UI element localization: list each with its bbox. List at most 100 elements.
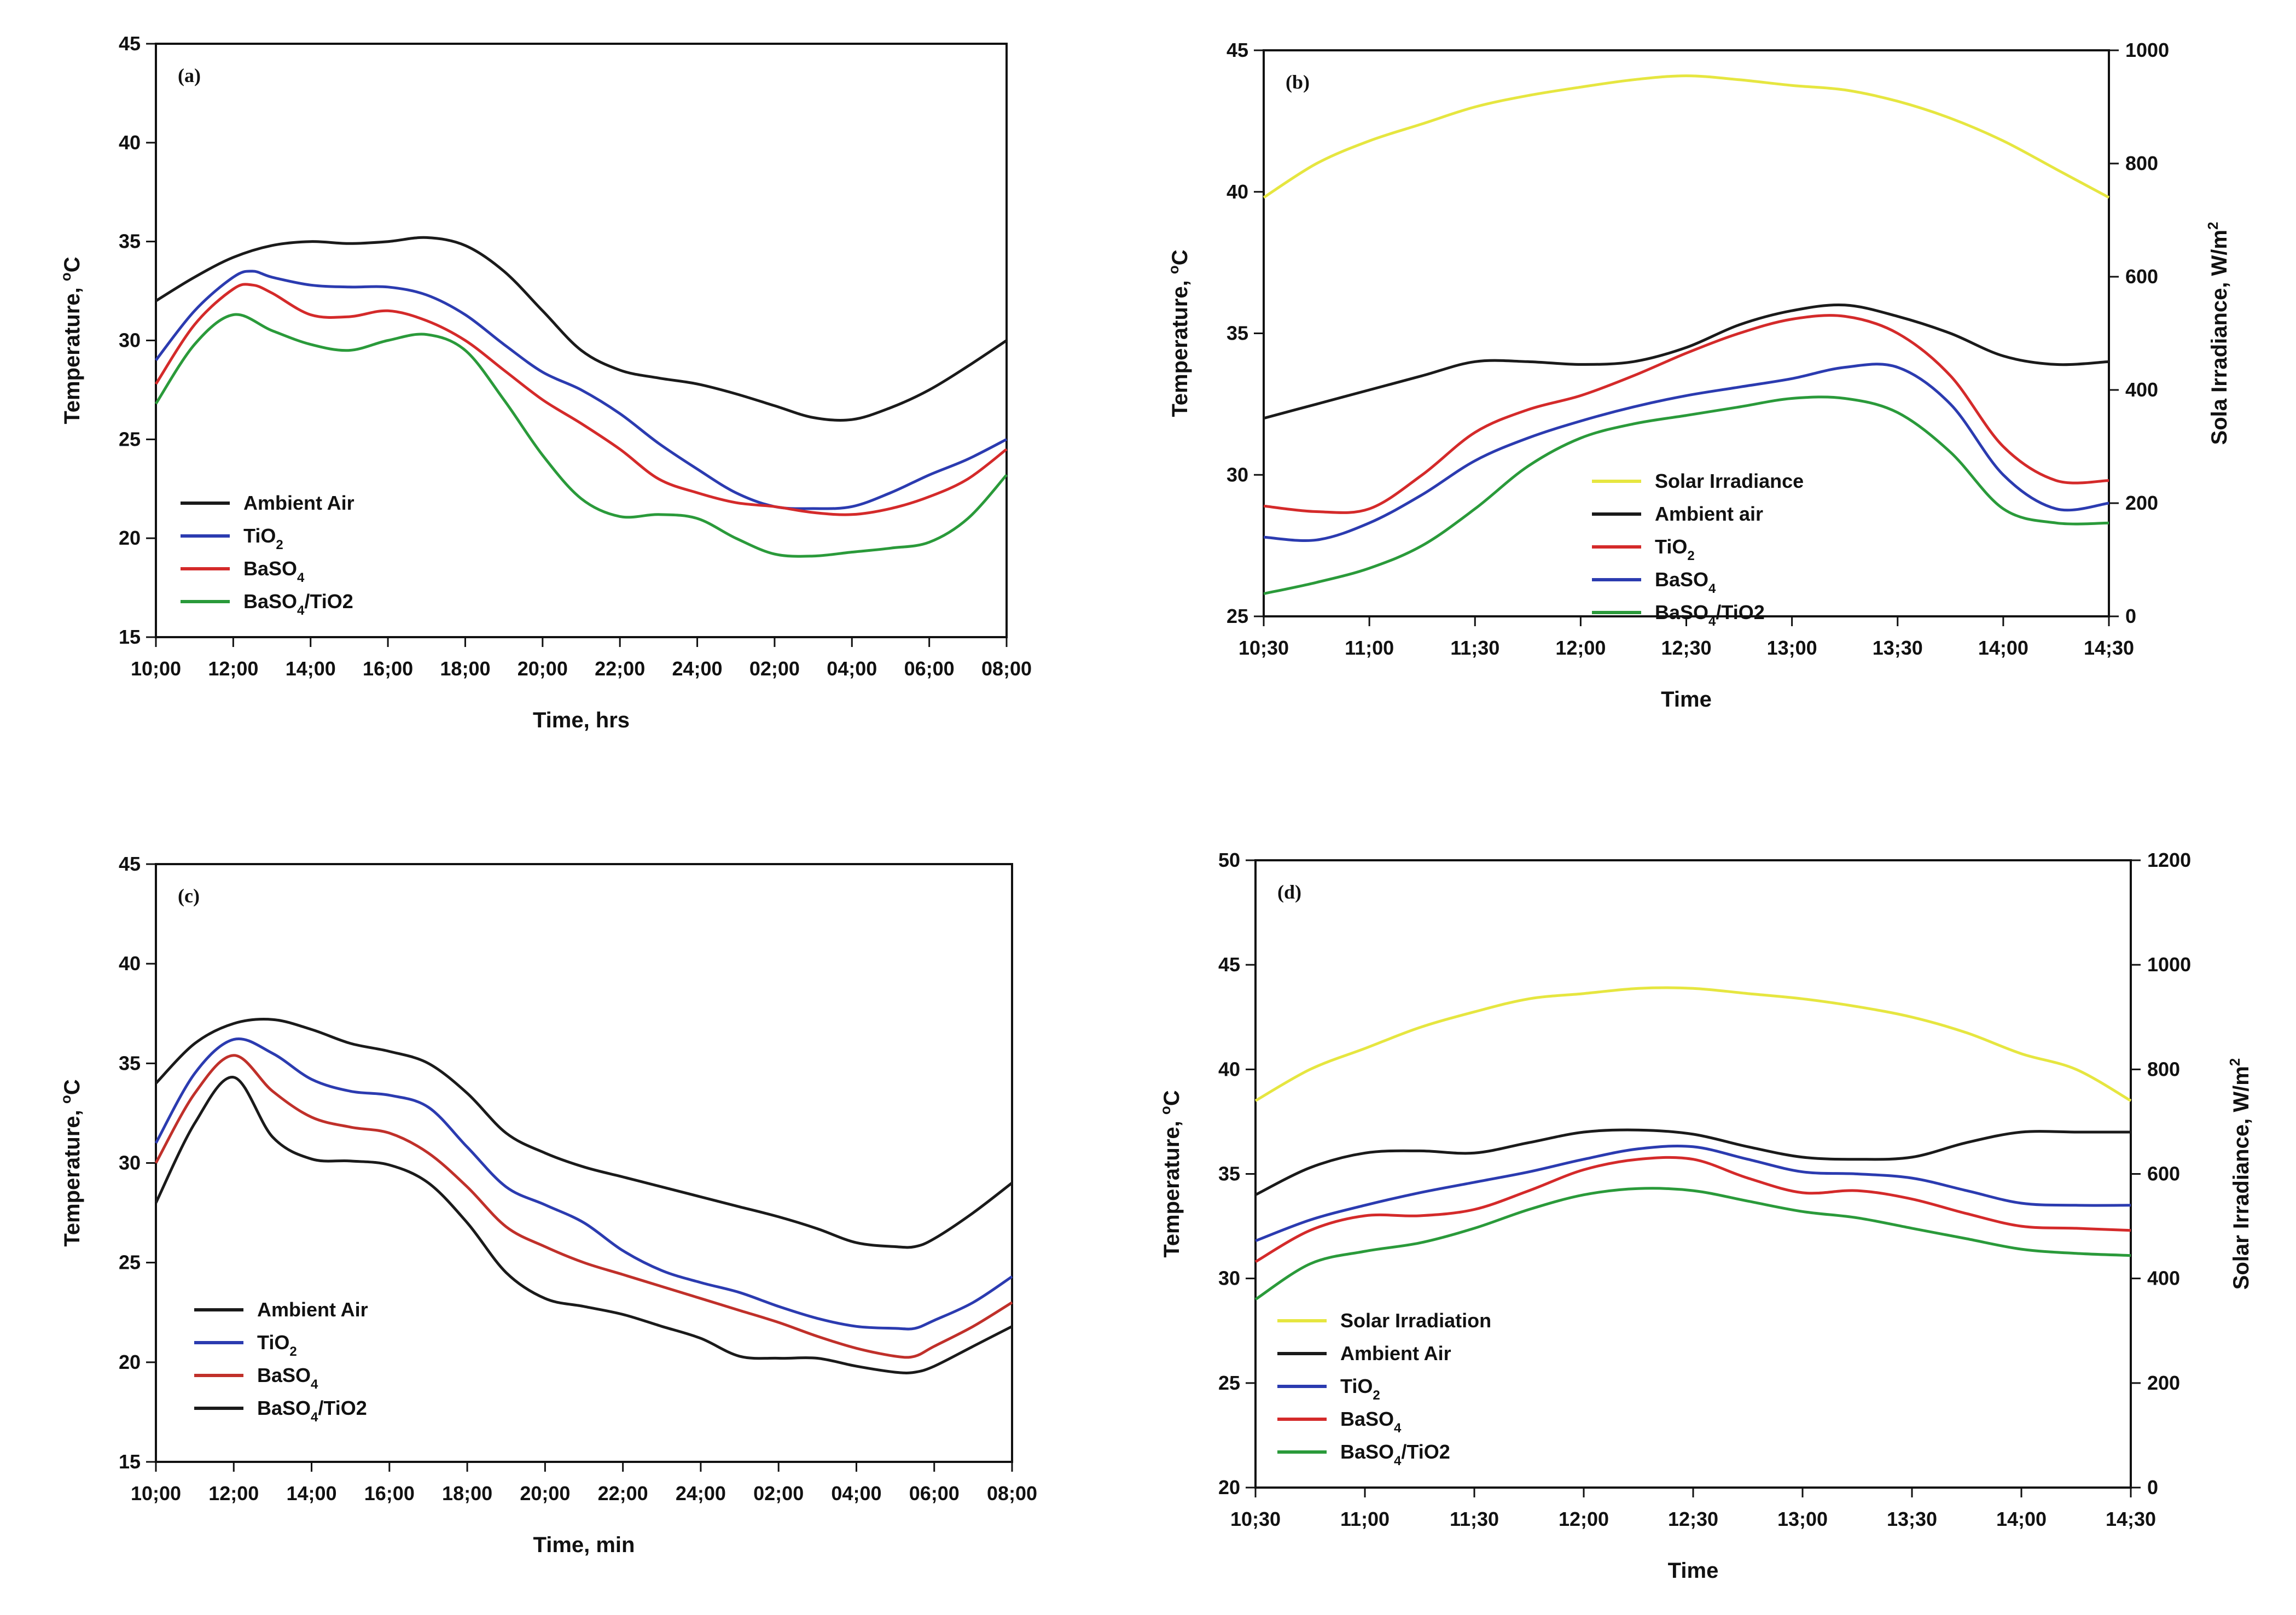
panel-tag: (d): [1277, 881, 1301, 903]
legend-label-main: BaSO: [257, 1364, 311, 1386]
legend-label: BaSO4/TiO2: [1655, 601, 1765, 629]
y-axis-title-sup: o: [57, 272, 74, 281]
x-tick-label: 02;00: [753, 1482, 804, 1505]
legend-label-main: BaSO: [243, 590, 297, 613]
legend-label: Ambient air: [1655, 503, 1763, 525]
legend-label: BaSO4/TiO2: [1340, 1441, 1450, 1468]
x-tick-label: 06;00: [904, 657, 955, 680]
legend-label-main: TiO: [257, 1331, 289, 1354]
x-tick-label: 18;00: [442, 1482, 492, 1505]
series-line-ambient-air: [1254, 1128, 2131, 1196]
legend-label-sub: 2: [276, 538, 283, 552]
legend-label-tail: /TiO2: [1716, 601, 1764, 623]
y-tick-label: 25: [1227, 605, 1248, 627]
legend-label: BaSO4: [243, 557, 305, 585]
x-tick-label: 12;00: [208, 657, 258, 680]
y2-tick-label: 200: [2125, 492, 2158, 514]
y-axis-title: Temperature, oC: [1157, 1090, 1184, 1257]
legend-label-main: Solar Irradiance: [1655, 470, 1804, 492]
y-tick-label: 40: [1218, 1058, 1240, 1080]
x-tick-label: 14;00: [286, 657, 336, 680]
x-tick-label: 18;00: [440, 657, 490, 680]
y-tick-label: 35: [119, 1052, 141, 1074]
y2-tick-label: 0: [2125, 605, 2136, 627]
panel-tag: (b): [1286, 71, 1310, 93]
legend-label-sub: 2: [1373, 1388, 1380, 1403]
y-axis-title-main: Temperature,: [60, 281, 84, 424]
y-tick-label: 40: [1227, 180, 1248, 203]
y2-tick-label: 800: [2125, 152, 2158, 174]
x-tick-label: 11;00: [1345, 637, 1394, 659]
x-tick-label: 16;00: [364, 1482, 415, 1505]
y2-axis-title: Solar Irradiance, W/m2: [2227, 1058, 2253, 1290]
legend-label: BaSO4: [1655, 568, 1716, 596]
series-line-baso4-tio2: [1263, 395, 2109, 596]
legend-label-sub: 4: [1708, 614, 1716, 629]
x-tick-label: 11;00: [1340, 1508, 1390, 1530]
series-line-baso4-tio2: [1254, 1187, 2131, 1301]
panel-b: 25 30 35 40 45 0 200 400 600 800 1000 10;30 11;00 11;…: [1165, 39, 2231, 712]
legend-label-main: TiO: [1655, 535, 1687, 558]
y-axis-title-sup: o: [57, 1095, 74, 1104]
x-tick-label: 04;00: [827, 657, 877, 680]
x-tick-label: 04;00: [831, 1482, 881, 1505]
legend-label-sub: 4: [297, 570, 305, 585]
y2-axis-title-main: Solar Irradiance, W/m: [2229, 1066, 2253, 1290]
y2-axis-title-sup: 2: [2205, 222, 2221, 230]
legend-label: Solar Irradiance: [1655, 470, 1804, 492]
legend-label-sub: 4: [1394, 1421, 1402, 1436]
legend-label: TiO2: [243, 524, 283, 552]
series-line-ambient-air: [1263, 303, 2109, 420]
legend-label-main: Ambient Air: [257, 1298, 368, 1321]
y-tick-label: 45: [1218, 953, 1240, 976]
x-tick-label: 13;00: [1767, 637, 1817, 659]
x-tick-label: 02;00: [749, 657, 800, 680]
series-line-solar-irradiation: [1254, 986, 2132, 1102]
series-line-tio2: [155, 270, 1008, 510]
legend-label-main: BaSO: [1340, 1441, 1394, 1463]
y2-tick-label: 400: [2125, 378, 2158, 401]
x-axis-title: Time, hrs: [533, 708, 630, 732]
y-tick-label: 50: [1218, 849, 1240, 871]
x-axis-title: Time: [1661, 687, 1712, 712]
series-line-baso4-tio2: [154, 1076, 1013, 1374]
y-tick-label: 25: [119, 1251, 141, 1274]
y-axis-title-unit: C: [1168, 249, 1192, 265]
legend-label-tail: /TiO2: [1401, 1441, 1450, 1463]
y-tick-label: 35: [1218, 1163, 1240, 1185]
legend-label-sub: 4: [311, 1377, 318, 1392]
x-tick-label: 13;30: [1873, 637, 1923, 659]
legend-label-main: BaSO: [1655, 601, 1708, 623]
x-tick-label: 12;00: [208, 1482, 259, 1505]
y-tick-label: 30: [1227, 463, 1248, 486]
x-tick-label: 10;00: [131, 1482, 181, 1505]
y2-tick-label: 1000: [2147, 953, 2191, 976]
legend-label-sub: 4: [1394, 1454, 1402, 1468]
x-tick-label: 12;30: [1668, 1508, 1718, 1530]
legend-label-main: BaSO: [1340, 1408, 1394, 1430]
y2-tick-label: 800: [2147, 1058, 2180, 1080]
series-line-ambient-air: [155, 1018, 1013, 1249]
y-axis-title-sup: o: [1157, 1106, 1173, 1115]
series-line-tio2: [1255, 1144, 2131, 1243]
legend-label-sub: 4: [1708, 581, 1716, 596]
y-tick-label: 30: [1218, 1267, 1240, 1290]
y-tick-label: 45: [1227, 39, 1248, 61]
y-axis-title-main: Temperature,: [1160, 1115, 1184, 1258]
y2-tick-label: 1000: [2125, 39, 2169, 61]
plot-frame: [1263, 49, 2110, 617]
y-tick-label: 45: [119, 32, 141, 55]
x-tick-label: 14;30: [2106, 1508, 2156, 1530]
y-axis-title-unit: C: [60, 1079, 84, 1095]
x-tick-label: 24;00: [676, 1482, 726, 1505]
legend-label: TiO2: [257, 1331, 297, 1359]
legend-label: BaSO4/TiO2: [243, 590, 353, 618]
x-axis-title: Time: [1668, 1559, 1719, 1583]
y-tick-label: 15: [119, 626, 141, 648]
legend-label: Solar Irradiation: [1340, 1309, 1491, 1332]
legend-label-main: Ambient air: [1655, 503, 1763, 525]
y2-tick-label: 400: [2147, 1267, 2180, 1290]
y-tick-label: 35: [1227, 322, 1248, 345]
legend-label-main: TiO: [243, 524, 276, 547]
